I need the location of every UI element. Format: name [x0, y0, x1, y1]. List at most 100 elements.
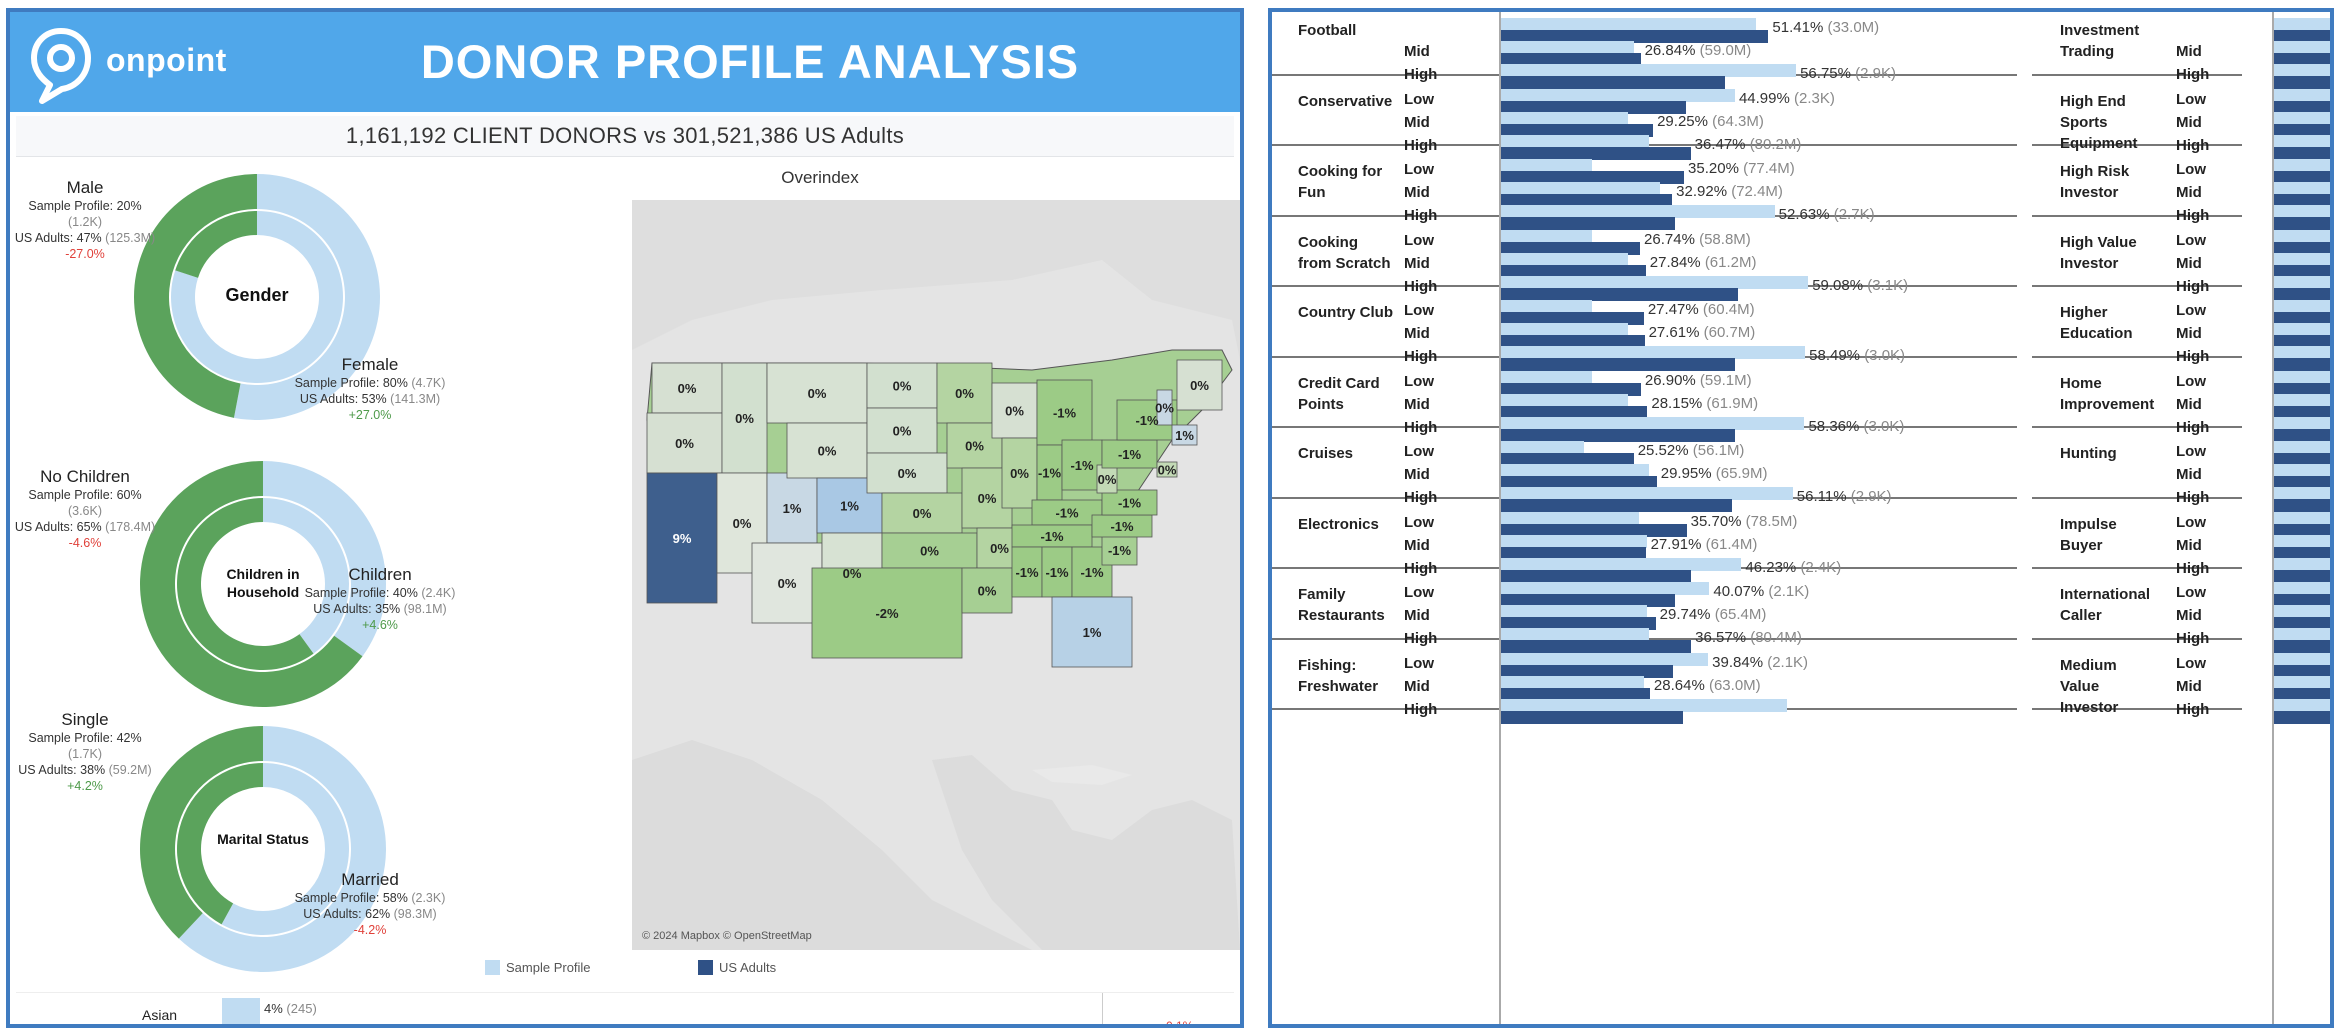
us-adults-bar[interactable] — [2274, 687, 2330, 701]
us-adults-bar[interactable] — [1501, 312, 1644, 325]
overindex-map[interactable]: 0% 0% 9% 0% 0% 1% 0% 0% 0% 1% 0% 0% 0% 0% 0% 0% -2% 0% 0% 0… — [632, 200, 1240, 950]
donut-slice-light[interactable] — [221, 763, 349, 935]
state-oh[interactable] — [1061, 439, 1103, 491]
sample-bar[interactable] — [1501, 487, 1793, 500]
us-adults-bar[interactable] — [2274, 664, 2330, 678]
sample-bar[interactable] — [2274, 41, 2330, 54]
sample-bar[interactable] — [1501, 323, 1629, 336]
us-adults-bar[interactable] — [2274, 453, 2330, 466]
sample-bar[interactable] — [2274, 88, 2330, 102]
us-adults-bar[interactable] — [1501, 428, 1735, 442]
sample-bar[interactable] — [1501, 88, 1735, 102]
donut-chart-1[interactable] — [132, 172, 382, 422]
us-adults-bar[interactable] — [1501, 476, 1657, 489]
sample-bar[interactable] — [2274, 534, 2330, 548]
sample-bar[interactable] — [2274, 134, 2330, 148]
us-adults-bar[interactable] — [2274, 617, 2330, 630]
us-adults-bar[interactable] — [1501, 405, 1648, 419]
us-adults-bar[interactable] — [2274, 335, 2330, 348]
us-adults-bar[interactable] — [2274, 194, 2330, 207]
sample-bar[interactable] — [1501, 205, 1775, 218]
state-id[interactable] — [721, 362, 768, 474]
state-pa[interactable] — [1101, 439, 1158, 469]
sample-bar[interactable] — [2274, 111, 2330, 125]
state-az[interactable] — [751, 542, 823, 624]
state-ne[interactable] — [866, 452, 948, 494]
sample-bar[interactable] — [1501, 675, 1644, 689]
sample-bar[interactable] — [2274, 464, 2330, 477]
sample-bar[interactable] — [2274, 557, 2330, 571]
donut-slice-light[interactable] — [263, 461, 386, 657]
us-adults-bar[interactable] — [2274, 241, 2330, 255]
sample-bar[interactable] — [1501, 534, 1647, 548]
sample-bar[interactable] — [2274, 441, 2330, 454]
sample-bar[interactable] — [2274, 300, 2330, 313]
us-adults-bar[interactable] — [2274, 76, 2330, 89]
sample-bar[interactable] — [2274, 252, 2330, 266]
us-adults-bar[interactable] — [1501, 523, 1687, 537]
sample-bar[interactable] — [1501, 370, 1592, 384]
state-va[interactable] — [1101, 489, 1158, 516]
sample-bar[interactable] — [1501, 229, 1592, 243]
sample-bar[interactable] — [1501, 134, 1650, 148]
sample-bar[interactable] — [2274, 605, 2330, 618]
sample-bar[interactable] — [1501, 557, 1742, 571]
us-adults-bar[interactable] — [2274, 146, 2330, 160]
us-adults-bar[interactable] — [1501, 382, 1641, 396]
sample-bar[interactable] — [1501, 18, 1756, 31]
state-tx[interactable] — [811, 567, 963, 659]
donut-slice-green[interactable] — [176, 763, 263, 925]
us-adults-bar[interactable] — [1501, 664, 1673, 678]
us-adults-bar[interactable] — [1501, 194, 1673, 207]
us-adults-bar[interactable] — [1501, 710, 1683, 724]
sample-bar[interactable] — [1501, 64, 1797, 77]
state-ma[interactable] — [1171, 424, 1198, 446]
us-adults-bar[interactable] — [1501, 53, 1641, 66]
sample-bar[interactable] — [1501, 300, 1592, 313]
state-fl[interactable] — [1051, 596, 1133, 668]
us-adults-bar[interactable] — [2274, 523, 2330, 537]
us-adults-bar[interactable] — [1501, 171, 1685, 184]
sample-bar[interactable] — [2274, 64, 2330, 77]
us-adults-bar[interactable] — [1501, 358, 1735, 371]
donut-slice-green[interactable] — [134, 174, 257, 418]
sample-bar[interactable] — [1501, 41, 1634, 54]
us-adults-bar[interactable] — [2274, 476, 2330, 489]
state-ca[interactable] — [646, 472, 718, 604]
sample-bar[interactable] — [1501, 346, 1806, 359]
us-adults-bar[interactable] — [1501, 687, 1650, 701]
us-adults-bar[interactable] — [1501, 546, 1647, 560]
state-sd[interactable] — [866, 407, 938, 454]
us-adults-bar[interactable] — [2274, 123, 2330, 137]
sample-bar[interactable] — [1501, 441, 1585, 454]
us-adults-bar[interactable] — [2274, 499, 2330, 512]
sample-bar[interactable] — [1501, 652, 1709, 666]
sample-bar[interactable] — [1501, 252, 1629, 266]
us-adults-bar[interactable] — [2274, 640, 2330, 653]
state-vt[interactable] — [1156, 389, 1173, 426]
us-adults-bar[interactable] — [2274, 428, 2330, 442]
us-adults-bar[interactable] — [1501, 30, 1769, 43]
us-adults-bar[interactable] — [1501, 100, 1686, 114]
us-adults-bar[interactable] — [1501, 569, 1691, 583]
interests-panel[interactable]: Football 51.41% (33.0M) Mid 26.84% (59.0M) H… — [1268, 8, 2334, 1028]
us-adults-bar[interactable] — [2274, 594, 2330, 607]
donut-slice-green[interactable] — [139, 461, 363, 707]
sample-bar[interactable] — [2274, 582, 2330, 595]
sample-bar[interactable] — [2274, 698, 2330, 712]
us-adults-bar[interactable] — [2274, 312, 2330, 325]
sample-bar[interactable] — [1501, 393, 1629, 407]
sample-bar[interactable] — [1501, 275, 1809, 289]
sample-bar[interactable] — [1501, 111, 1629, 125]
us-adults-bar[interactable] — [2274, 287, 2330, 301]
sample-bar[interactable] — [2274, 159, 2330, 172]
sample-bar[interactable] — [2274, 675, 2330, 689]
state-ms[interactable] — [1011, 546, 1043, 598]
sample-bar[interactable] — [2274, 205, 2330, 218]
state-mi[interactable] — [1036, 379, 1093, 446]
sample-bar[interactable] — [2274, 18, 2330, 31]
state-wa[interactable] — [651, 362, 723, 414]
sample-bar[interactable] — [1501, 159, 1592, 172]
sample-bar[interactable] — [1501, 582, 1710, 595]
sample-bar[interactable] — [1501, 628, 1650, 641]
